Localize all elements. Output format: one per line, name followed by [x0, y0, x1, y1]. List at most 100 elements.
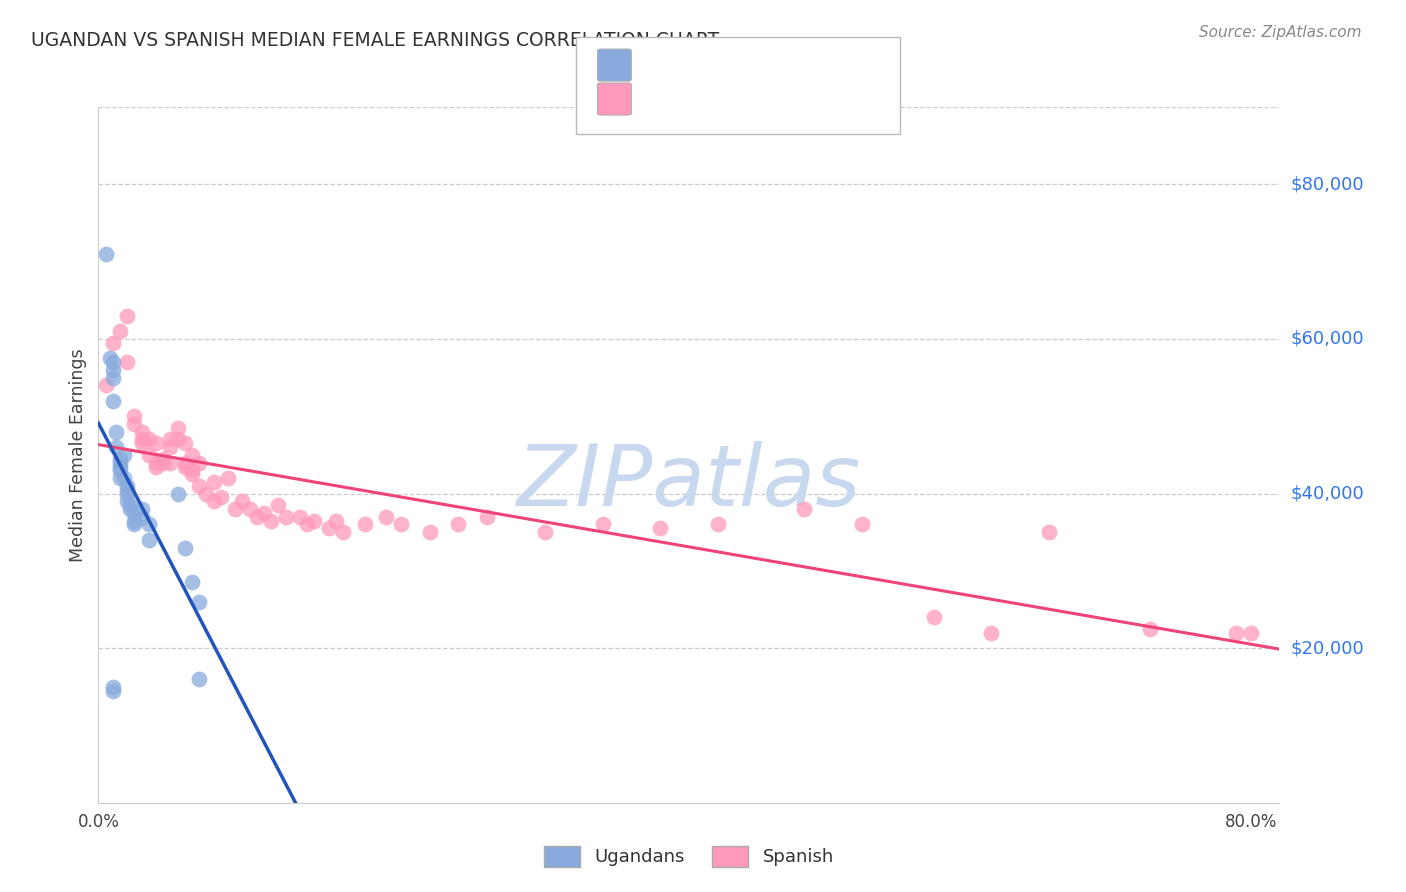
Text: ZIPatlas: ZIPatlas — [517, 442, 860, 524]
Text: $80,000: $80,000 — [1291, 176, 1364, 194]
Point — [115, 483, 138, 497]
Point — [120, 502, 142, 516]
Point — [145, 459, 167, 474]
Point — [101, 393, 124, 408]
Text: Source: ZipAtlas.com: Source: ZipAtlas.com — [1198, 25, 1361, 40]
Point — [101, 680, 124, 694]
Point — [217, 471, 239, 485]
Point — [131, 436, 153, 450]
Point — [108, 463, 131, 477]
Point — [108, 471, 131, 485]
Point — [120, 498, 142, 512]
Point — [1139, 622, 1161, 636]
Point — [115, 309, 138, 323]
Point — [188, 479, 211, 493]
Point — [188, 672, 211, 686]
Point — [181, 463, 204, 477]
Text: $20,000: $20,000 — [1291, 640, 1364, 657]
Text: $40,000: $40,000 — [1291, 484, 1364, 502]
Point — [166, 433, 188, 447]
Point — [274, 509, 297, 524]
Point — [246, 509, 269, 524]
Point — [101, 335, 124, 350]
Point — [534, 525, 557, 540]
Point — [166, 421, 188, 435]
Point — [419, 525, 441, 540]
Point — [188, 456, 211, 470]
Point — [706, 517, 728, 532]
Point — [477, 509, 499, 524]
Point — [115, 494, 138, 508]
Point — [131, 433, 153, 447]
Point — [159, 433, 181, 447]
Point — [94, 247, 117, 261]
Point — [1038, 525, 1060, 540]
Point — [332, 525, 354, 540]
Point — [304, 514, 326, 528]
Point — [173, 459, 195, 474]
Text: UGANDAN VS SPANISH MEDIAN FEMALE EARNINGS CORRELATION CHART: UGANDAN VS SPANISH MEDIAN FEMALE EARNING… — [31, 31, 720, 50]
Point — [112, 471, 135, 485]
Point — [592, 517, 614, 532]
Point — [138, 517, 160, 532]
Point — [188, 595, 211, 609]
Point — [104, 440, 127, 454]
Point — [260, 514, 283, 528]
Point — [166, 486, 188, 500]
Point — [98, 351, 121, 366]
Point — [202, 494, 225, 508]
Point — [231, 494, 253, 508]
Point — [152, 456, 174, 470]
Point — [851, 517, 873, 532]
Point — [145, 436, 167, 450]
Point — [224, 502, 246, 516]
Point — [980, 625, 1002, 640]
Point — [1225, 625, 1247, 640]
Point — [195, 486, 218, 500]
Point — [101, 363, 124, 377]
Point — [181, 448, 204, 462]
Legend: Ugandans, Spanish: Ugandans, Spanish — [537, 838, 841, 874]
Point — [138, 448, 160, 462]
Point — [108, 324, 131, 338]
Point — [108, 456, 131, 470]
Point — [202, 475, 225, 489]
Point — [181, 467, 204, 482]
Point — [138, 533, 160, 547]
Text: $60,000: $60,000 — [1291, 330, 1364, 348]
Point — [181, 575, 204, 590]
Point — [108, 459, 131, 474]
Point — [101, 683, 124, 698]
Point — [253, 506, 276, 520]
Point — [325, 514, 347, 528]
Point — [112, 448, 135, 462]
Point — [115, 486, 138, 500]
Point — [101, 370, 124, 384]
Point — [389, 517, 412, 532]
Point — [131, 502, 153, 516]
Point — [793, 502, 815, 516]
Point — [650, 521, 672, 535]
Point — [267, 498, 290, 512]
Point — [239, 502, 262, 516]
Point — [922, 610, 945, 624]
Point — [124, 417, 146, 431]
Point — [173, 456, 195, 470]
Point — [297, 517, 319, 532]
Point — [375, 509, 398, 524]
Point — [447, 517, 470, 532]
Point — [318, 521, 340, 535]
Point — [124, 506, 146, 520]
Point — [115, 355, 138, 369]
Point — [131, 425, 153, 439]
Text: R =  -0.119   N = 67: R = -0.119 N = 67 — [645, 90, 823, 108]
Point — [209, 491, 232, 505]
Point — [131, 509, 153, 524]
Point — [108, 451, 131, 466]
Point — [152, 451, 174, 466]
Point — [124, 517, 146, 532]
Point — [1240, 625, 1263, 640]
Point — [173, 541, 195, 555]
Point — [101, 355, 124, 369]
Point — [115, 479, 138, 493]
